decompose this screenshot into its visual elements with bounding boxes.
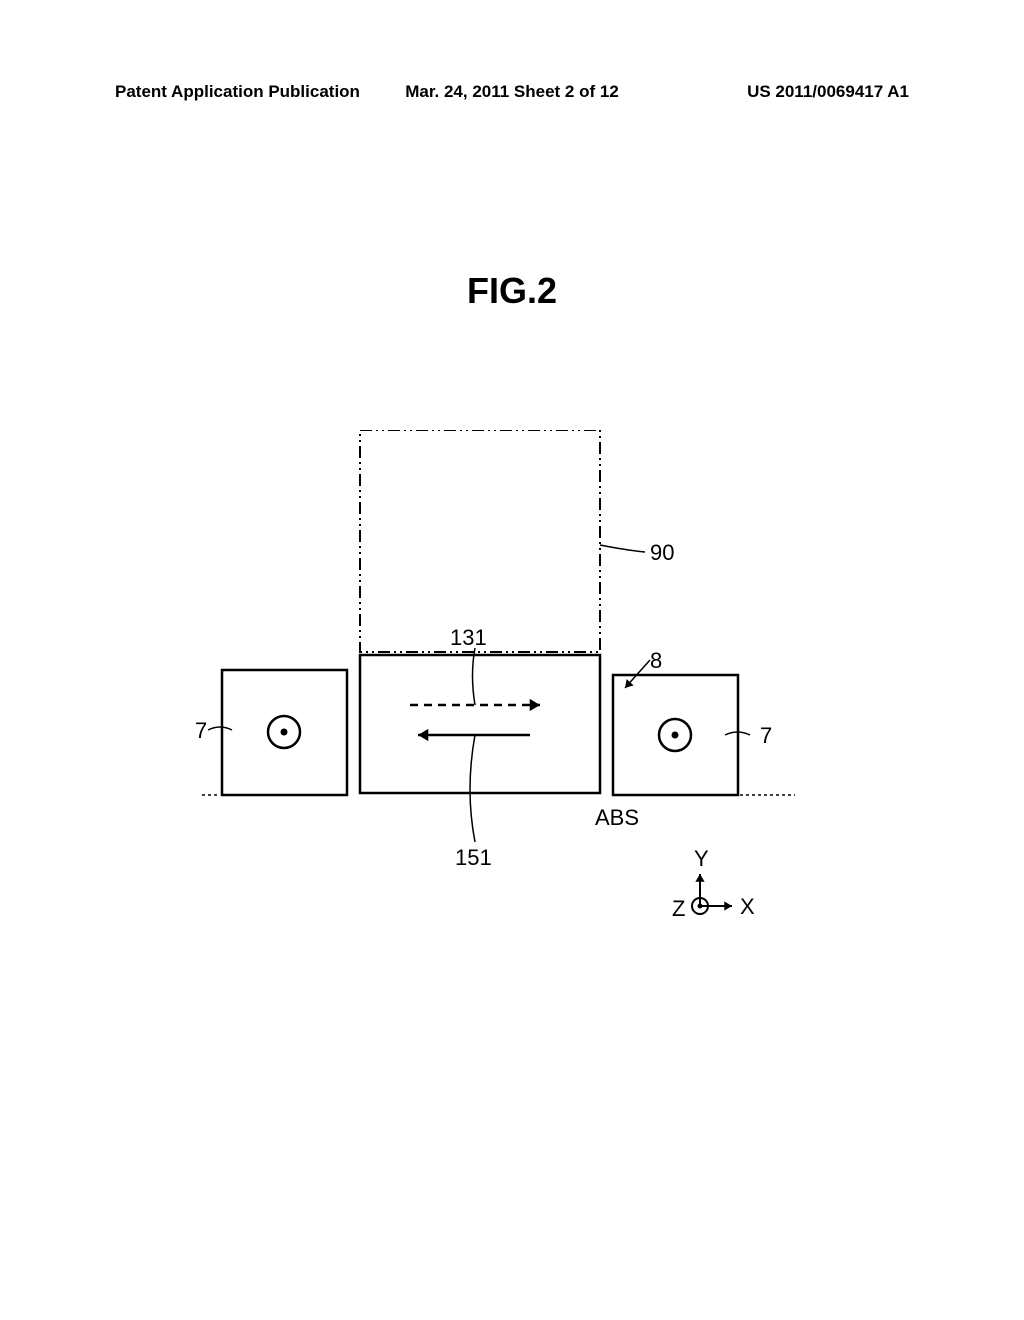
label-abs: ABS: [595, 805, 639, 831]
figure-diagram: 90 131 151 8 7 7 ABS X Y Z: [200, 430, 820, 890]
leader-90: [600, 545, 645, 552]
coordinate-system: [692, 874, 732, 914]
label-ref-90: 90: [650, 540, 674, 566]
middle-box: [360, 655, 600, 793]
solid-arrow-head: [418, 729, 428, 741]
dot-left: [281, 729, 288, 736]
axis-label-z: Z: [672, 896, 685, 922]
leader-7-left: [208, 727, 232, 730]
figure-title: FIG.2: [467, 270, 557, 312]
label-ref-7-right: 7: [760, 723, 772, 749]
header-center: Mar. 24, 2011 Sheet 2 of 12: [380, 82, 645, 102]
leader-131: [473, 648, 476, 705]
axis-label-y: Y: [694, 846, 709, 872]
header-left: Patent Application Publication: [115, 82, 380, 102]
diagram-svg: [200, 430, 820, 950]
phantom-box: [360, 430, 600, 652]
leader-151: [470, 735, 475, 842]
dot-right: [672, 732, 679, 739]
axis-label-x: X: [740, 894, 755, 920]
label-ref-151: 151: [455, 845, 492, 871]
page-header: Patent Application Publication Mar. 24, …: [0, 82, 1024, 102]
label-ref-131: 131: [450, 625, 487, 651]
label-ref-8: 8: [650, 648, 662, 674]
header-right: US 2011/0069417 A1: [644, 82, 909, 102]
dashed-arrow-head: [530, 699, 540, 711]
label-ref-7-left: 7: [195, 718, 207, 744]
